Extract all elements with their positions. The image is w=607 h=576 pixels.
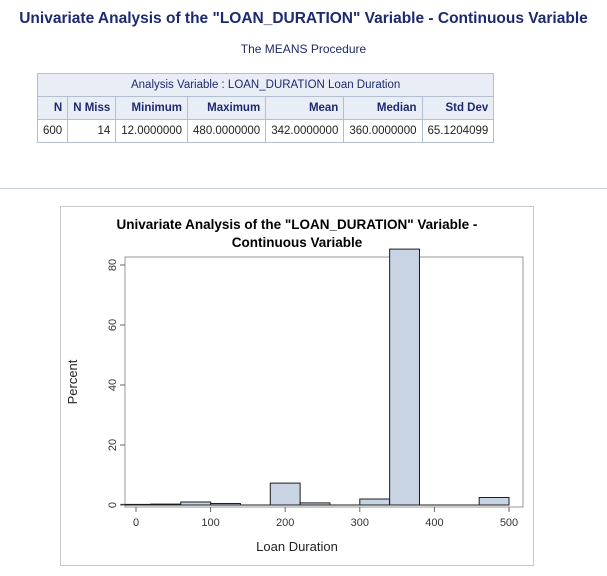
x-tick-label: 500 <box>500 517 518 529</box>
header-mean: Mean <box>265 96 345 120</box>
header-median: Median <box>343 96 423 120</box>
plot-area <box>124 256 524 508</box>
cell-n-miss: 14 <box>67 119 117 143</box>
histogram-svg: Univariate Analysis of the "LOAN_DURATIO… <box>65 217 524 554</box>
procedure-title: The MEANS Procedure <box>240 42 367 56</box>
x-axis-label: Loan Duration <box>256 539 338 554</box>
x-tick-label: 0 <box>133 517 139 529</box>
header-n: N <box>36 96 69 120</box>
chart-title-line-1: Univariate Analysis of the "LOAN_DURATIO… <box>117 217 478 232</box>
header-minimum: Minimum <box>115 96 189 120</box>
chart-title-line-2: Continuous Variable <box>232 235 363 250</box>
y-axis-label: Percent <box>65 359 80 404</box>
histogram-bar <box>478 497 510 506</box>
histogram-bar <box>210 503 241 506</box>
histogram-bar <box>180 501 212 506</box>
header-maximum: Maximum <box>187 96 267 120</box>
cell-n: 600 <box>36 119 69 143</box>
cell-mean: 342.0000000 <box>265 119 345 143</box>
section-divider <box>0 188 607 189</box>
x-tick-label: 200 <box>276 517 294 529</box>
histogram-bar <box>120 503 152 506</box>
y-tick-label: 20 <box>107 439 119 451</box>
header-n-miss: N Miss <box>67 96 117 120</box>
means-table-caption: Analysis Variable : LOAN_DURATION Loan D… <box>36 73 495 97</box>
x-tick-label: 100 <box>201 517 219 529</box>
means-table-caption-row: Analysis Variable : LOAN_DURATION Loan D… <box>36 73 495 97</box>
histogram-bar <box>299 502 331 506</box>
y-tick-label: 60 <box>107 319 119 331</box>
histogram-bar <box>389 248 420 506</box>
header-std-dev: Std Dev <box>421 96 495 120</box>
bars-group <box>120 248 510 506</box>
y-tick-label: 0 <box>107 502 119 508</box>
x-axis: 0 100 200 300 400 500 <box>133 507 518 529</box>
x-tick-label: 400 <box>425 517 443 529</box>
x-tick-label: 300 <box>351 517 369 529</box>
means-table: Analysis Variable : LOAN_DURATION Loan D… <box>36 73 495 143</box>
cell-maximum: 480.0000000 <box>187 119 267 143</box>
y-tick-label: 40 <box>107 379 119 391</box>
histogram-graph: Univariate Analysis of the "LOAN_DURATIO… <box>60 206 534 566</box>
page-title: Univariate Analysis of the "LOAN_DURATIO… <box>19 10 588 27</box>
y-axis: 0 20 40 60 80 <box>107 259 125 508</box>
table-row: 600 14 12.0000000 480.0000000 342.000000… <box>36 119 495 143</box>
y-tick-label: 80 <box>107 259 119 271</box>
means-table-header-row: N N Miss Minimum Maximum Mean Median Std… <box>36 96 495 120</box>
histogram-bar <box>359 498 391 506</box>
histogram-bar <box>150 503 182 506</box>
histogram-bar <box>269 482 301 506</box>
cell-median: 360.0000000 <box>343 119 423 143</box>
cell-std-dev: 65.1204099 <box>421 119 495 143</box>
cell-minimum: 12.0000000 <box>115 119 189 143</box>
